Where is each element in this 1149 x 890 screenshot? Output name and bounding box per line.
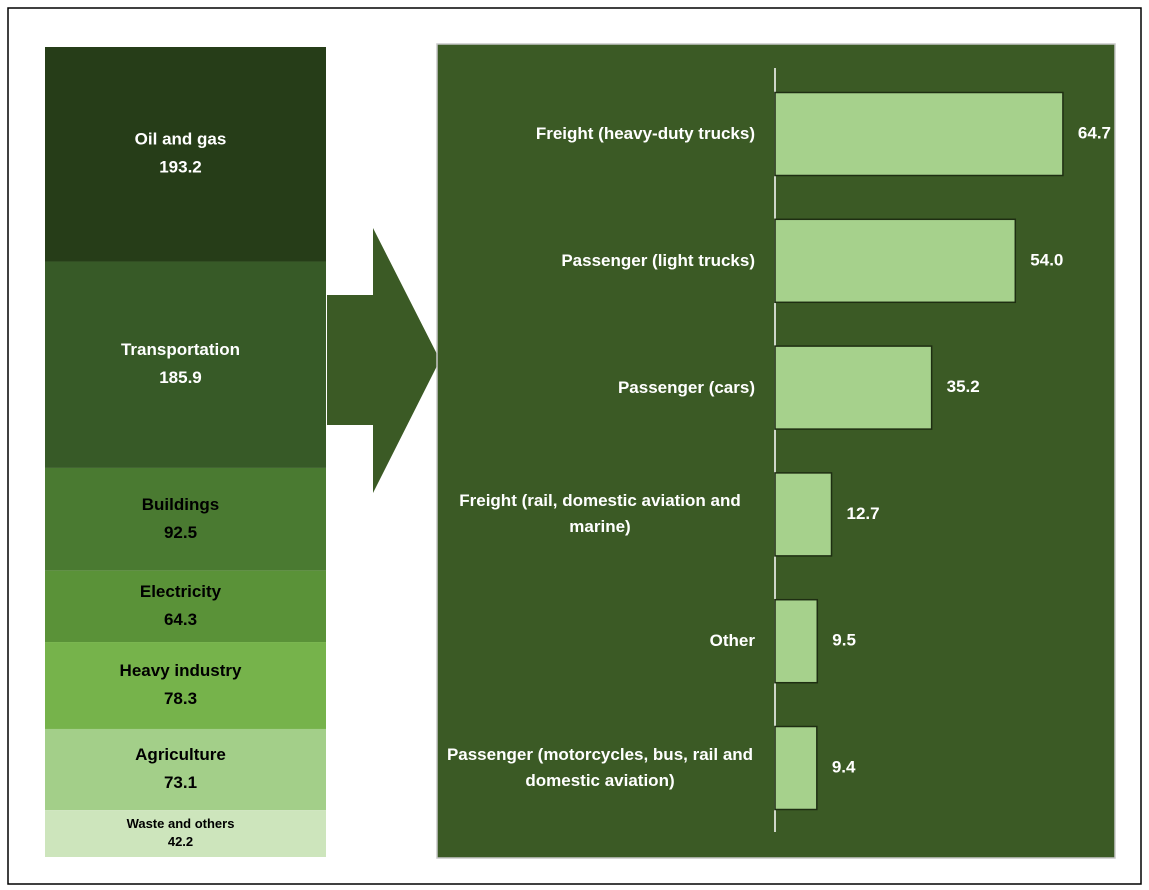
frame bbox=[7, 7, 1142, 885]
category-label-box: Passenger (cars) bbox=[618, 358, 755, 418]
bar-value-label: 64.7 bbox=[1078, 123, 1111, 142]
category-label: Other bbox=[709, 631, 755, 651]
category-label: Passenger (light trucks) bbox=[561, 250, 755, 270]
bar bbox=[774, 218, 1017, 304]
stack-segment bbox=[45, 467, 326, 571]
bar bbox=[774, 725, 818, 811]
stack-segment bbox=[45, 810, 326, 857]
category-label-box: Passenger (motorcycles, bus, rail and do… bbox=[445, 738, 755, 798]
segment-label: Electricity bbox=[140, 582, 222, 601]
segment-value: 92.5 bbox=[164, 523, 197, 542]
category-label: Freight (rail, domestic aviation and mar… bbox=[459, 491, 741, 537]
category-label-box: Freight (rail, domestic aviation and mar… bbox=[445, 484, 755, 544]
category-label-box: Passenger (light trucks) bbox=[561, 231, 755, 291]
stack-segment bbox=[45, 570, 326, 643]
category-label-box: Freight (heavy-duty trucks) bbox=[536, 104, 755, 164]
bar-value-label: 35.2 bbox=[947, 377, 980, 396]
segment-value: 64.3 bbox=[164, 610, 197, 629]
segment-label: Buildings bbox=[142, 495, 219, 514]
stack-segment bbox=[45, 261, 326, 468]
stack-segment bbox=[45, 642, 326, 729]
bar bbox=[774, 472, 833, 557]
bar-value-label: 12.7 bbox=[847, 504, 880, 523]
stack-segment bbox=[45, 47, 326, 262]
segment-value: 73.1 bbox=[164, 773, 197, 792]
segment-label: Heavy industry bbox=[120, 661, 242, 680]
segment-label: Transportation bbox=[121, 340, 240, 359]
bar bbox=[774, 91, 1064, 177]
segment-label: Oil and gas bbox=[135, 130, 227, 149]
category-label: Passenger (cars) bbox=[617, 377, 755, 397]
category-label: Passenger (motorcycles, bus, rail and do… bbox=[446, 745, 754, 790]
segment-value: 42.2 bbox=[168, 834, 193, 849]
segment-value: 185.9 bbox=[159, 368, 202, 387]
bar bbox=[774, 345, 933, 430]
segment-value: 78.3 bbox=[164, 689, 197, 708]
bar-value-label: 9.4 bbox=[832, 757, 856, 776]
category-label: Freight (heavy-duty trucks) bbox=[535, 124, 755, 143]
segment-value: 193.2 bbox=[159, 158, 202, 177]
bar-value-label: 54.0 bbox=[1030, 250, 1063, 269]
category-label-box: Other bbox=[710, 611, 755, 671]
arrow bbox=[327, 228, 440, 493]
segment-label: Agriculture bbox=[135, 745, 226, 764]
stack-segment bbox=[45, 728, 326, 811]
segment-label: Waste and others bbox=[127, 816, 235, 831]
bar-value-label: 9.5 bbox=[832, 631, 856, 650]
bar-panel bbox=[436, 43, 1116, 859]
bar bbox=[774, 598, 819, 684]
